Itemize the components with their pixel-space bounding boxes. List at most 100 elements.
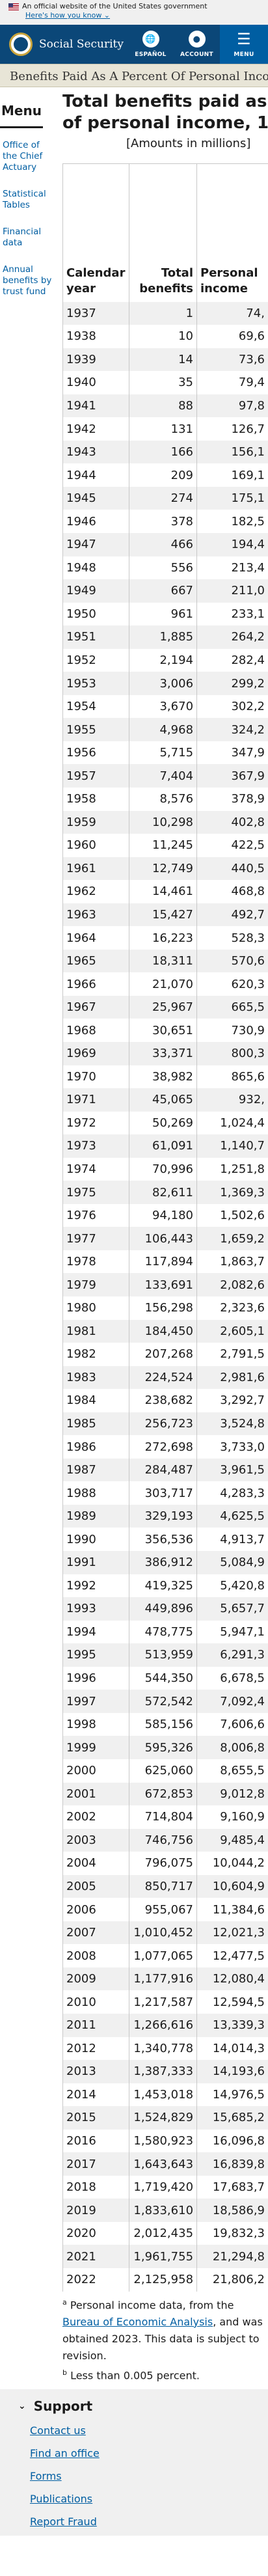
cell-year: 1985	[62, 1412, 129, 1436]
cell-income: 468,8	[196, 880, 268, 903]
cell-year: 1990	[62, 1528, 129, 1552]
us-flag-icon	[8, 3, 19, 10]
cell-year: 1953	[62, 672, 129, 695]
table-row: 1992 419,325 5,420,8	[62, 1574, 268, 1598]
table-row: 1999 595,326 8,006,8	[62, 1736, 268, 1759]
cell-year: 1958	[62, 787, 129, 811]
cell-income: 233,1	[196, 602, 268, 626]
table-row: 2021 1,961,755 21,294,8	[62, 2245, 268, 2268]
cell-year: 2002	[62, 1805, 129, 1829]
cell-year: 2015	[62, 2106, 129, 2130]
cell-income: 1,369,3	[196, 1181, 268, 1204]
cell-year: 1943	[62, 440, 129, 464]
cell-income: 3,292,7	[196, 1389, 268, 1412]
cell-income: 3,961,5	[196, 1458, 268, 1482]
cell-benefits: 166	[129, 440, 197, 464]
cell-benefits: 209	[129, 463, 197, 487]
cell-benefits: 714,804	[129, 1805, 197, 1829]
table-notes: a Personal income data, from the Bureau …	[62, 2292, 268, 2385]
menu-button[interactable]: ☰ MENU	[220, 25, 268, 64]
cell-year: 1962	[62, 880, 129, 903]
cell-benefits: 1,885	[129, 625, 197, 649]
cell-year: 1939	[62, 348, 129, 372]
support-heading[interactable]: ⌄ Support	[18, 2398, 93, 2415]
cell-income: 194,4	[196, 532, 268, 556]
cell-year: 1996	[62, 1666, 129, 1690]
table-row: 2015 1,524,829 15,685,2	[62, 2106, 268, 2130]
cell-benefits: 45,065	[129, 1088, 197, 1112]
cell-year: 2016	[62, 2129, 129, 2153]
sidebar-item-annual-benefits[interactable]: Annual benefits by trust fund	[3, 264, 52, 297]
cell-benefits: 667	[129, 579, 197, 603]
footer-link-office[interactable]: Find an office	[30, 2447, 100, 2460]
table-row: 1989 329,193 4,625,5	[62, 1504, 268, 1528]
cell-income: 79,4	[196, 371, 268, 394]
cell-year: 1976	[62, 1203, 129, 1227]
cell-benefits: 30,651	[129, 1019, 197, 1042]
cell-year: 1963	[62, 903, 129, 927]
table-row: 1946 378 182,5	[62, 510, 268, 533]
cell-benefits: 1,643,643	[129, 2152, 197, 2176]
bea-link[interactable]: Bureau of Economic Analysis	[62, 2315, 213, 2328]
footer-link-publications[interactable]: Publications	[30, 2493, 93, 2506]
table-row: 1951 1,885 264,2	[62, 625, 268, 649]
cell-benefits: 21,070	[129, 972, 197, 996]
table-subtitle: [Amounts in millions]	[126, 137, 251, 150]
menu-label: MENU	[234, 51, 254, 58]
cell-income: 7,606,6	[196, 1712, 268, 1736]
footer-link-contact[interactable]: Contact us	[30, 2424, 86, 2437]
cell-income: 74,	[196, 301, 268, 325]
cell-benefits: 238,682	[129, 1389, 197, 1412]
cell-income: 620,3	[196, 972, 268, 996]
cell-benefits: 16,223	[129, 926, 197, 950]
cell-income: 422,5	[196, 834, 268, 857]
cell-year: 1966	[62, 972, 129, 996]
cell-benefits: 1,010,452	[129, 1921, 197, 1945]
cell-year: 2000	[62, 1759, 129, 1783]
cell-income: 865,6	[196, 1065, 268, 1089]
cell-year: 1945	[62, 486, 129, 510]
cell-benefits: 38,982	[129, 1065, 197, 1089]
hamburger-icon: ☰	[237, 30, 251, 48]
cell-benefits: 386,912	[129, 1551, 197, 1574]
table-row: 1966 21,070 620,3	[62, 972, 268, 996]
globe-icon: 🌐	[142, 31, 159, 48]
table-row: 1955 4,968 324,2	[62, 718, 268, 741]
cell-income: 14,193,6	[196, 2060, 268, 2083]
cell-income: 211,0	[196, 579, 268, 603]
sidebar-item-chief-actuary[interactable]: Office of the Chief Actuary	[3, 140, 43, 172]
cell-income: 11,384,6	[196, 1898, 268, 1921]
cell-income: 73,6	[196, 348, 268, 372]
espanol-button[interactable]: 🌐 ESPAÑOL	[127, 25, 174, 64]
cell-year: 2004	[62, 1852, 129, 1875]
cell-benefits: 1,266,616	[129, 2013, 197, 2037]
table-row: 1944 209 169,1	[62, 463, 268, 487]
account-button[interactable]: ● ACCOUNT	[174, 25, 220, 64]
cell-income: 800,3	[196, 1042, 268, 1065]
cell-benefits: 544,350	[129, 1666, 197, 1690]
footer-link-fraud[interactable]: Report Fraud	[30, 2515, 97, 2528]
cell-benefits: 796,075	[129, 1852, 197, 1875]
cell-benefits: 10	[129, 325, 197, 348]
sidebar-item-statistical-tables[interactable]: Statistical Tables	[3, 189, 46, 210]
cell-income: 5,084,9	[196, 1551, 268, 1574]
gov-banner: An official website of the United States…	[0, 0, 268, 25]
cell-year: 1984	[62, 1389, 129, 1412]
note-b: b Less than 0.005 percent.	[62, 2368, 200, 2382]
table-title-line2: of personal income, 1937-2022	[62, 113, 268, 133]
table-row: 2008 1,077,065 12,477,5	[62, 1944, 268, 1967]
cell-income: 12,477,5	[196, 1944, 268, 1967]
table-row: 1984 238,682 3,292,7	[62, 1389, 268, 1412]
cell-benefits: 1,719,420	[129, 2175, 197, 2199]
table-row: 2018 1,719,420 17,683,7	[62, 2175, 268, 2199]
cell-benefits: 625,060	[129, 1759, 197, 1783]
cell-year: 1988	[62, 1481, 129, 1505]
cell-year: 1964	[62, 926, 129, 950]
gov-banner-text: An official website of the United States…	[22, 2, 208, 10]
home-logo-link[interactable]: Social Security	[9, 33, 124, 56]
cell-income: 5,420,8	[196, 1574, 268, 1598]
footer-link-forms[interactable]: Forms	[30, 2470, 62, 2483]
sidebar-item-financial-data[interactable]: Financial data	[3, 226, 42, 248]
cell-year: 1960	[62, 834, 129, 857]
how-you-know-link[interactable]: Here's how you know ⌄	[25, 11, 111, 20]
